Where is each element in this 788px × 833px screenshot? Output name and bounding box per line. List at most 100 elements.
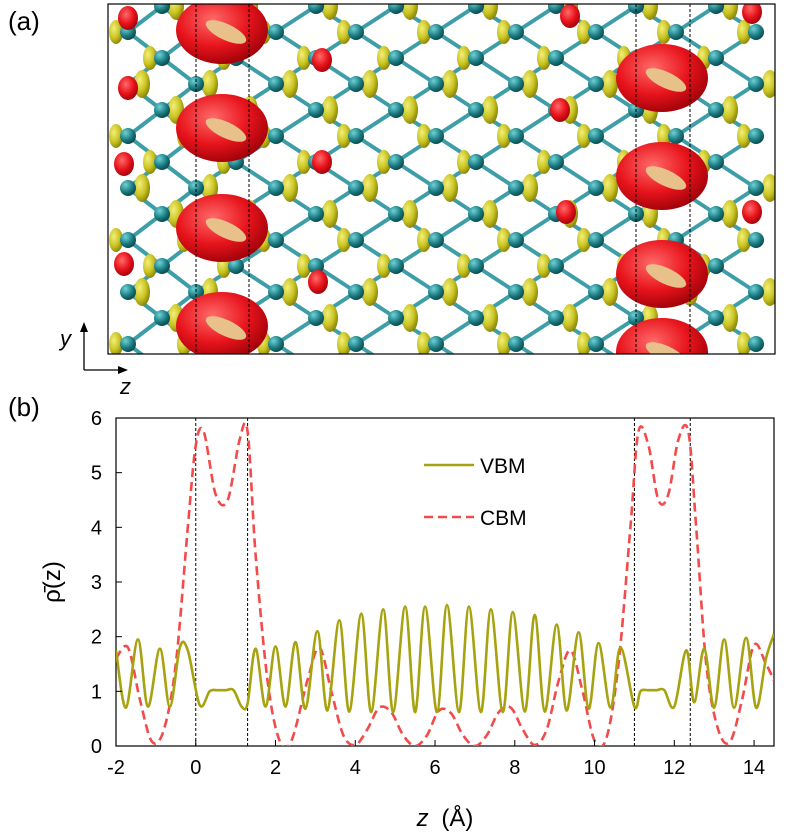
vbm-lobe: [377, 254, 391, 278]
vbm-lobe: [109, 332, 123, 354]
cbm-lobe-small: [308, 270, 328, 294]
atom: [708, 154, 724, 170]
vbm-lobe: [297, 254, 311, 278]
series-line-vbm: [116, 603, 774, 714]
atom: [548, 4, 564, 14]
vbm-lobe: [109, 20, 123, 44]
atom: [708, 206, 724, 222]
vbm-lobe: [657, 124, 671, 148]
atom: [468, 4, 484, 14]
vbm-lobe: [737, 20, 751, 44]
atom: [428, 336, 444, 352]
x-axis-label: z (Å): [416, 804, 474, 832]
atom: [154, 258, 170, 274]
atom: [348, 232, 364, 248]
atom: [748, 284, 764, 300]
x-tick-label: 14: [743, 757, 765, 779]
atom: [268, 76, 284, 92]
atom: [268, 232, 284, 248]
vbm-lobe: [722, 4, 738, 20]
atom: [508, 284, 524, 300]
cbm-lobe-small: [118, 6, 138, 30]
vbm-lobe: [497, 332, 511, 354]
vbm-lobe: [362, 278, 378, 306]
vbm-lobe: [377, 150, 391, 174]
vbm-lobe: [537, 254, 551, 278]
atom: [348, 180, 364, 196]
vbm-lobe: [482, 304, 498, 332]
y-tick-label: 0: [91, 736, 102, 758]
atom: [708, 102, 724, 118]
vbm-lobe: [657, 20, 671, 44]
atom: [348, 76, 364, 92]
atom: [748, 180, 764, 196]
vbm-lobe: [322, 304, 338, 332]
cbm-lobe-small: [556, 200, 576, 224]
legend: VBM CBM: [424, 455, 527, 530]
vbm-lobe: [377, 46, 391, 70]
x-tick-label: 0: [190, 757, 201, 779]
atom: [120, 128, 136, 144]
atom: [268, 284, 284, 300]
atom: [748, 336, 764, 352]
vbm-lobe: [442, 174, 458, 202]
vbm-lobe: [577, 332, 591, 354]
cbm-lobe-small: [114, 252, 134, 276]
atom: [428, 284, 444, 300]
vbm-lobe: [457, 254, 471, 278]
structure-content: [109, 4, 775, 354]
legend-label-cbm: CBM: [480, 507, 527, 530]
vbm-lobe: [497, 124, 511, 148]
atom: [588, 180, 604, 196]
atom: [468, 206, 484, 222]
atom: [428, 180, 444, 196]
vbm-lobe: [134, 174, 150, 202]
vbm-lobe: [642, 4, 658, 20]
vbm-lobe: [602, 174, 618, 202]
atom: [508, 128, 524, 144]
vbm-lobe: [322, 4, 338, 20]
atom: [308, 258, 324, 274]
vbm-lobe: [134, 278, 150, 306]
x-tick-label: -2: [107, 757, 125, 779]
vbm-lobe: [282, 278, 298, 306]
atom: [268, 128, 284, 144]
atom: [508, 180, 524, 196]
cbm-lobe-small: [742, 200, 762, 224]
cbm-lobe-core: [645, 342, 687, 354]
vbm-lobe: [282, 70, 298, 98]
vbm-lobe: [497, 228, 511, 252]
cbm-lobe-core: [205, 316, 247, 340]
vbm-lobe: [402, 4, 418, 20]
vbm-lobe: [497, 20, 511, 44]
vbm-lobe: [202, 70, 218, 98]
cbm-lobe-small: [550, 98, 570, 122]
atom: [268, 336, 284, 352]
vbm-lobe: [417, 124, 431, 148]
atom: [628, 4, 644, 14]
series-line-cbm: [116, 421, 774, 746]
atom: [588, 232, 604, 248]
atom: [388, 154, 404, 170]
vbm-lobe: [762, 70, 775, 98]
vbm-lobe: [577, 124, 591, 148]
vbm-lobe: [322, 200, 338, 228]
atom: [588, 336, 604, 352]
vbm-lobe: [522, 174, 538, 202]
vbm-lobe: [322, 96, 338, 124]
atom: [308, 206, 324, 222]
atom: [388, 4, 404, 14]
vbm-lobe: [337, 332, 351, 354]
y-axis-label: ρ̄(z): [39, 561, 66, 603]
vbm-lobe: [337, 124, 351, 148]
vbm-lobe: [602, 278, 618, 306]
vbm-lobe: [737, 228, 751, 252]
vbm-lobe: [537, 150, 551, 174]
atom: [308, 102, 324, 118]
atom: [154, 206, 170, 222]
atom: [468, 310, 484, 326]
atom: [120, 336, 136, 352]
vbm-lobe: [143, 46, 157, 70]
x-tick-label: 4: [350, 757, 361, 779]
